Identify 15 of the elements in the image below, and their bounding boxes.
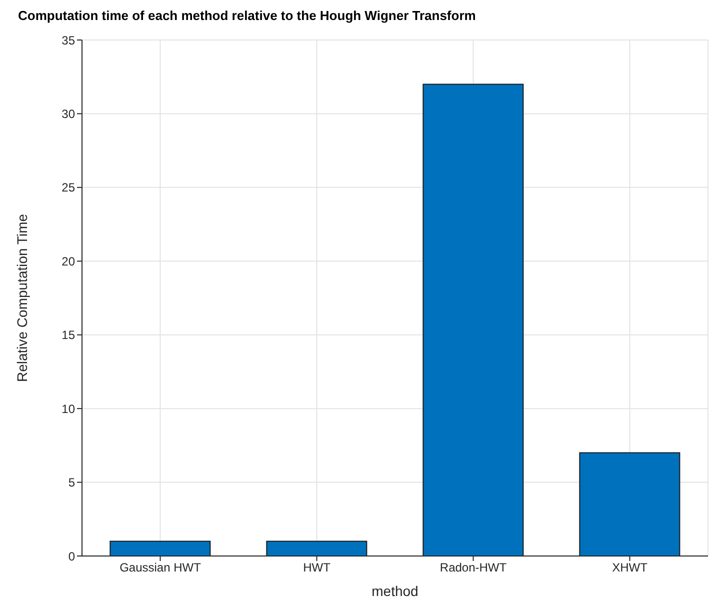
y-tick-label: 20 [62, 254, 76, 268]
x-tick-label: XHWT [612, 560, 648, 575]
y-tick-label: 25 [62, 180, 76, 195]
x-tick-label: Gaussian HWT [120, 560, 202, 575]
y-tick-label: 15 [62, 328, 76, 342]
y-tick-label: 30 [62, 106, 76, 121]
x-axis-title: method [372, 583, 418, 599]
y-tick-label: 0 [68, 549, 76, 564]
y-axis-title: Relative Computation Time [14, 214, 30, 382]
x-tick-label: HWT [303, 560, 332, 575]
chart-title: Computation time of each method relative to the Hough Wigner Transform [18, 8, 476, 23]
y-tick-label: 35 [62, 33, 76, 48]
x-tick-label: Radon-HWT [440, 560, 508, 575]
y-tick-label: 10 [62, 402, 76, 416]
y-tick-label: 5 [68, 476, 76, 490]
